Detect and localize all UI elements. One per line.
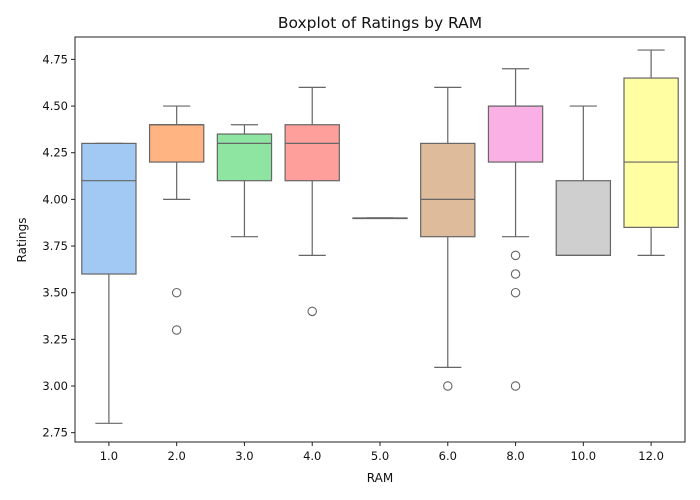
chart-title: Boxplot of Ratings by RAM	[278, 14, 482, 32]
box-group-12.0	[623, 49, 679, 256]
box-group-10.0	[555, 105, 612, 256]
y-tick-label: 4.25	[42, 146, 68, 160]
outlier-point	[510, 287, 521, 298]
box-group-5.0	[352, 217, 408, 220]
y-tick-label: 3.00	[42, 379, 68, 393]
outlier-point	[307, 306, 317, 317]
box-iqr	[555, 180, 612, 256]
box-group-2.0	[148, 105, 205, 335]
box-iqr	[216, 133, 273, 182]
plot-frame	[74, 36, 686, 443]
x-tick-label: 2.0	[168, 449, 186, 463]
x-tick-label: 3.0	[235, 449, 253, 463]
x-tick-label: 12.0	[638, 449, 664, 463]
y-tick-label: 2.75	[42, 426, 68, 440]
x-tick-label: 4.0	[303, 449, 321, 463]
outlier-point	[510, 381, 521, 391]
x-tick-label: 8.0	[506, 449, 524, 463]
box-iqr	[420, 142, 476, 238]
y-tick-label: 4.50	[42, 99, 68, 113]
y-axis: 2.75 3.00 3.25 3.50 3.75 4.00 4.25 4.50 4.75	[42, 52, 75, 440]
x-tick-label: 1.0	[100, 449, 118, 463]
box-group-8.0	[487, 68, 544, 391]
box-iqr	[623, 77, 679, 228]
box-group-3.0	[216, 124, 273, 238]
box-iqr	[81, 142, 137, 275]
y-tick-label: 3.25	[42, 332, 68, 346]
x-tick-label: 6.0	[439, 449, 457, 463]
outlier-point	[510, 269, 521, 279]
outlier-point	[171, 325, 182, 335]
box-iqr	[284, 124, 340, 182]
outlier-point	[510, 250, 521, 261]
y-tick-label: 3.50	[42, 286, 68, 300]
y-tick-label: 4.75	[42, 52, 68, 66]
outlier-point	[171, 287, 182, 298]
boxes-layer	[81, 49, 679, 424]
y-axis-label: Ratings	[15, 218, 29, 263]
x-tick-label: 10.0	[571, 449, 597, 463]
box-iqr	[487, 105, 544, 163]
y-tick-label: 3.75	[42, 239, 68, 253]
box-group-6.0	[420, 86, 476, 391]
y-tick-label: 4.00	[42, 192, 68, 206]
box-iqr	[148, 124, 205, 163]
x-axis-label: RAM	[367, 471, 393, 485]
outlier-point	[443, 381, 453, 391]
x-tick-label: 5.0	[371, 449, 389, 463]
x-axis: 1.0 2.0 3.0 4.0 5.0 6.0 8.0 10.0 12.0	[100, 442, 664, 463]
box-group-4.0	[284, 86, 340, 317]
box-group-1.0	[81, 142, 137, 424]
